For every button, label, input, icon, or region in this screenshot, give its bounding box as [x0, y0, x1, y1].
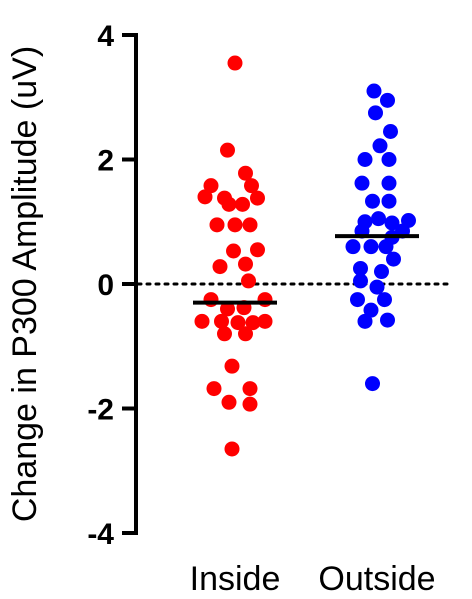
inside-data-point — [250, 190, 265, 206]
inside-data-point — [242, 396, 258, 412]
inside-data-point — [238, 165, 253, 181]
inside-data-point — [244, 178, 259, 194]
outside-data-point — [365, 193, 380, 209]
inside-data-point — [242, 217, 258, 233]
inside-data-point — [214, 313, 229, 329]
mean-lines — [193, 234, 419, 305]
y-tick-label: -2 — [87, 394, 114, 427]
outside-data-point — [353, 260, 368, 276]
y-axis-title: Change in P300 Amplitude (uV) — [6, 46, 44, 522]
inside-data-point — [220, 301, 235, 317]
y-tick-label: 0 — [97, 269, 114, 302]
outside-data-point — [366, 83, 382, 99]
outside-data-point — [368, 105, 383, 121]
inside-data-point — [217, 326, 232, 342]
inside-data-point — [203, 292, 219, 308]
inside-data-point — [227, 55, 243, 71]
inside-data-point — [197, 189, 213, 205]
inside-data-point — [227, 217, 243, 233]
inside-data-point — [220, 142, 235, 158]
inside-data-point — [224, 441, 240, 457]
inside-data-point — [221, 394, 237, 410]
outside-data-point — [371, 211, 386, 227]
outside-data-point — [381, 152, 397, 167]
outside-data-point — [369, 279, 385, 295]
inside-data-point — [235, 196, 250, 212]
outside-data-point — [363, 239, 379, 255]
outside-data-point — [377, 292, 392, 308]
inside-data-point — [242, 381, 258, 397]
outside-data-point — [353, 273, 368, 289]
inside-data-point — [212, 259, 228, 275]
outside-data-point — [381, 193, 397, 209]
inside-data-point — [221, 196, 237, 212]
inside-data-point — [230, 315, 246, 331]
inside-data-point — [224, 358, 240, 374]
y-tick-label: 4 — [97, 20, 114, 53]
inside-data-point — [238, 326, 253, 342]
outside-data-point — [381, 175, 397, 191]
outside-data-point — [374, 264, 389, 280]
inside-data-point — [226, 243, 241, 259]
y-tick-label: 2 — [97, 145, 114, 178]
outside-data-point — [365, 376, 380, 392]
data-points — [194, 55, 416, 457]
outside-data-point — [384, 215, 400, 231]
x-category-label: Inside — [190, 560, 281, 598]
inside-data-point — [250, 242, 265, 258]
inside-data-point — [245, 315, 261, 331]
inside-data-point — [194, 313, 210, 329]
inside-data-point — [241, 273, 256, 289]
outside-data-point — [386, 251, 401, 267]
outside-data-point — [372, 138, 388, 154]
outside-data-point — [378, 239, 394, 255]
category-labels: Inside Outside — [190, 560, 436, 598]
outside-data-point — [350, 292, 365, 308]
outside-data-point — [354, 175, 370, 191]
outside-data-point — [357, 152, 373, 167]
outside-data-point — [383, 123, 398, 139]
y-tick-label: -4 — [87, 518, 114, 551]
inside-data-point — [257, 292, 273, 308]
outside-data-point — [380, 312, 395, 328]
inside-data-point — [209, 217, 225, 233]
inside-data-point — [238, 256, 253, 272]
inside-data-point — [203, 178, 219, 194]
outside-data-point — [357, 313, 373, 329]
outside-data-point — [345, 239, 361, 255]
outside-data-point — [380, 92, 395, 108]
inside-data-point — [206, 381, 222, 397]
outside-data-point — [363, 302, 379, 318]
y-axis-ticks: 4 2 0 -2 -4 — [87, 20, 136, 551]
inside-data-point — [257, 313, 273, 329]
x-category-label: Outside — [318, 560, 435, 598]
